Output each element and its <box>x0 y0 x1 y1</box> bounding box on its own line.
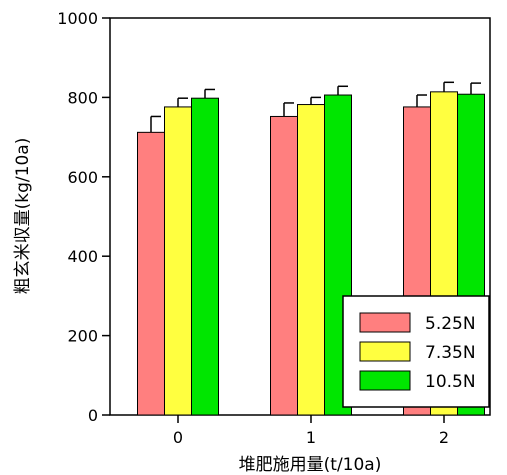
y-axis-title: 粗玄米収量(kg/10a) <box>13 138 33 295</box>
x-axis: 0 1 2 <box>173 415 449 447</box>
legend-swatch <box>359 341 411 362</box>
bar-10.5N-0 <box>191 97 219 416</box>
bar-5.25N-1 <box>270 115 298 416</box>
x-tick-label: 1 <box>306 428 316 447</box>
legend-swatch <box>359 370 411 391</box>
legend-label: 7.35N <box>425 343 476 363</box>
bar-7.35N-1 <box>297 104 325 416</box>
y-axis: 0 200 400 600 800 1000 <box>57 9 110 425</box>
y-tick-label: 200 <box>67 327 98 346</box>
x-tick-label: 0 <box>173 428 183 447</box>
y-tick-label: 0 <box>88 406 98 425</box>
x-axis-title: 堆肥施用量(t/10a) <box>239 455 382 475</box>
y-tick-label: 400 <box>67 247 98 266</box>
legend-swatch <box>359 312 411 333</box>
x-tick-label: 2 <box>439 428 449 447</box>
bar-7.35N-0 <box>164 106 192 416</box>
bar-5.25N-0 <box>137 131 165 416</box>
y-tick-label: 600 <box>67 168 98 187</box>
y-tick-label: 800 <box>67 88 98 107</box>
bars-layer <box>137 81 485 416</box>
legend-label: 5.25N <box>425 314 476 334</box>
y-tick-label: 1000 <box>57 9 98 28</box>
legend: 5.25N 7.35N 10.5N <box>342 295 490 408</box>
legend-label: 10.5N <box>425 372 476 392</box>
